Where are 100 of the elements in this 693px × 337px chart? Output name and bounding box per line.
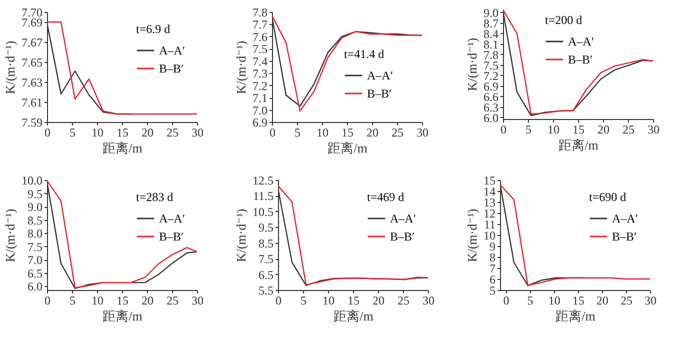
x-tick-label: 0 [500,122,506,136]
legend-label: B–B′ [159,230,184,244]
x-tick-label: 25 [392,126,404,140]
legend-label: A–A′ [159,44,186,58]
legend-title: t=41.4 d [344,47,384,61]
x-tick-label: 15 [348,294,360,308]
y-tick-label: 6.5 [258,268,274,282]
y-tick-label: 9.5 [258,220,274,235]
y-tick-label: 7 [490,262,496,276]
y-tick-label: 7.65 [22,56,42,70]
y-tick-label: 10 [484,228,496,242]
x-tick-label: 5 [527,294,534,308]
y-tick-label: 11.5 [252,189,274,204]
legend-label: B–B′ [568,52,594,66]
x-tick-label: 0 [276,294,282,308]
y-tick-label: 5 [490,284,496,298]
x-tick-label: 20 [366,126,378,140]
y-tick-label: 9.0 [28,200,42,214]
legend-title: t=690 d [589,190,626,204]
x-tick-label: 15 [572,122,584,136]
y-tick-label: 6.0 [28,280,42,294]
x-tick-label: 30 [422,294,434,308]
x-tick-label: 10 [548,122,560,136]
x-tick-label: 0 [503,294,510,308]
x-tick-label: 0 [44,294,50,308]
x-tick-label: 0 [44,126,50,140]
legend-title: t=469 d [367,190,404,204]
y-tick-label: 7.63 [22,76,42,90]
legend-label: A–A′ [568,34,594,48]
legend-label: B–B′ [390,230,416,244]
y-tick-label: 7.1 [252,91,268,106]
y-tick-label: 7.3 [252,66,268,81]
x-axis-title: 距离/m [556,308,596,324]
y-tick-label: 6 [490,272,496,286]
y-axis-title: K/(m·d⁻¹) [234,40,248,94]
y-tick-label: 7.59 [22,116,42,130]
y-tick-label: 6.5 [28,266,42,280]
y-tick-label: 7.61 [22,96,42,110]
y-axis-title: K/(m·d⁻¹) [464,38,480,92]
x-tick-label: 15 [342,126,354,140]
y-tick-label: 8.5 [28,213,42,228]
y-axis-title: K/(m·d⁻¹) [2,208,18,262]
legend-label: B–B′ [612,230,638,244]
x-tick-label: 15 [116,126,128,140]
x-axis-title: 距离/m [558,138,598,152]
x-tick-label: 10 [316,126,328,140]
y-tick-label: 9 [490,240,496,254]
x-tick-label: 20 [142,126,154,140]
y-tick-label: 7.4 [252,54,268,68]
x-tick-label: 0 [270,126,276,140]
y-tick-label: 7.2 [252,78,268,93]
y-tick-label: 13 [484,196,496,210]
y-tick-label: 11 [484,218,496,232]
y-tick-label: 12 [484,206,496,220]
x-tick-label: 10 [322,294,334,308]
x-tick-label: 10 [548,294,560,308]
x-axis-title: 距离/m [328,140,368,156]
y-tick-label: 15 [484,174,496,188]
legend-title: t=6.9 d [136,22,170,36]
x-tick-label: 30 [192,294,204,308]
x-tick-label: 30 [192,126,204,140]
y-tick-label: 8.0 [28,226,42,241]
x-tick-label: 25 [622,122,634,136]
y-tick-label: 7.5 [28,240,42,254]
x-tick-label: 25 [620,294,632,308]
legend-title: t=283 d [136,190,174,204]
x-tick-label: 15 [116,294,128,308]
y-tick-label: 7.8 [252,6,268,20]
x-tick-label: 25 [166,294,178,308]
x-tick-label: 30 [416,126,428,140]
legend-label: A–A′ [367,68,394,82]
x-tick-label: 5 [70,294,76,308]
y-tick-label: 7.0 [28,253,42,268]
x-tick-label: 5 [70,126,76,140]
legend-label: B–B′ [159,62,184,76]
y-tick-label: 8 [490,250,496,264]
x-tick-label: 20 [142,294,154,308]
x-tick-label: 30 [648,122,660,136]
x-tick-label: 5 [300,294,306,308]
x-tick-label: 10 [92,126,104,140]
y-tick-label: 7.0 [252,103,268,118]
x-tick-label: 5 [526,122,532,136]
x-tick-label: 20 [372,294,384,308]
x-tick-label: 25 [398,294,410,308]
y-axis-title: K/(m·d⁻¹) [464,208,480,262]
y-tick-label: 5.5 [258,284,274,298]
y-axis-title: K/(m·d⁻¹) [2,40,18,94]
y-tick-label: 9.5 [28,186,42,201]
y-tick-label: 12.5 [252,174,274,188]
y-tick-label: 6.9 [252,116,268,130]
legend-label: B–B′ [367,86,392,100]
y-tick-label: 7.7 [252,18,268,32]
y-tick-label: 7.5 [252,42,268,56]
x-tick-label: 20 [596,294,608,308]
x-tick-label: 30 [644,294,656,308]
x-axis-title: 距离/m [334,308,374,324]
y-tick-label: 7.6 [252,30,268,44]
y-tick-label: 10.0 [22,174,42,188]
legend-label: A–A′ [159,212,186,226]
x-tick-label: 20 [598,122,610,136]
